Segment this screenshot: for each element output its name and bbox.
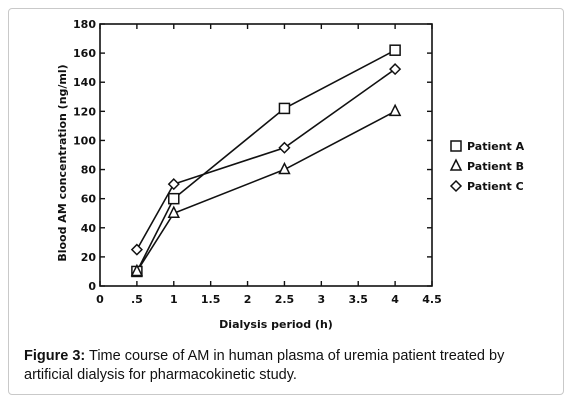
y-tick-label: 120 [73,105,96,118]
data-point-patient-b [130,263,144,277]
x-tick-label: 3 [318,293,326,306]
data-point-patient-c [167,178,180,191]
y-tick-label: 140 [73,76,96,89]
x-tick-label: 2.5 [275,293,295,306]
x-tick-label: 2 [244,293,252,306]
chart: 0 20 40 60 80 100 120 140 160 180 0 .5 1 1.5 2 2.5 3 3.5 4… [56,18,525,331]
series-line-patient-c [136,68,396,251]
data-point-patient-b [278,161,291,175]
legend-label-patient-a: Patient A [467,140,525,153]
data-point-patient-c [278,141,291,154]
y-tick-label: 60 [81,193,97,206]
y-axis-title: Blood AM concentration (ng/ml) [56,64,69,261]
y-tick-label: 100 [73,134,96,147]
x-tick-label: 4.5 [422,293,442,306]
data-point-patient-a [168,192,180,205]
caption-label: Figure 3: [24,348,86,364]
x-tick-label: 0 [96,293,104,306]
plot-frame [99,23,433,287]
figure-caption: Figure 3: Time course of AM in human pla… [24,347,554,385]
data-point-patient-a [389,44,401,56]
y-tick-label: 20 [81,251,97,264]
legend-label-patient-b: Patient B [467,160,524,173]
x-tick-label: 3.5 [348,293,368,306]
legend-marker-patient-c [449,179,463,193]
y-tick-label: 40 [81,222,97,235]
y-tick-label: 180 [73,18,96,31]
y-tick-label: 160 [73,47,96,60]
series-line-patient-b [136,110,396,272]
x-tick-label: .5 [131,293,143,306]
x-tick-label: 1 [170,293,178,306]
data-point-patient-b [167,205,180,218]
data-point-patient-c [389,63,402,76]
data-point-patient-b [388,103,402,117]
data-point-patient-a [278,102,291,115]
y-tick-label: 80 [81,164,97,177]
series-line-patient-a [136,49,396,272]
x-tick-label: 4 [391,293,399,306]
x-tick-label: 1.5 [201,293,221,306]
x-axis-title: Dialysis period (h) [219,318,333,331]
data-point-patient-c [130,243,143,256]
y-tick-label: 0 [88,280,96,293]
legend-marker-patient-b [449,158,463,171]
legend-marker-patient-a [450,140,462,152]
legend-label-patient-c: Patient C [467,180,524,193]
caption-text: Time course of AM in human plasma of ure… [24,348,505,383]
